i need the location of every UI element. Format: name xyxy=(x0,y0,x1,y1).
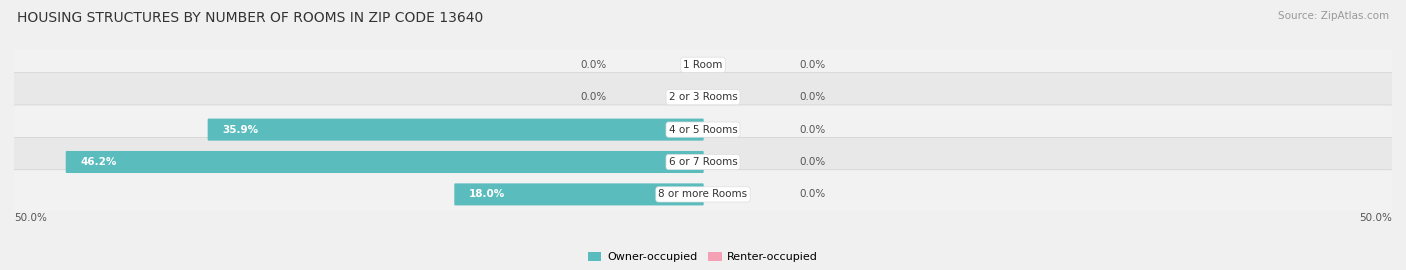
Text: HOUSING STRUCTURES BY NUMBER OF ROOMS IN ZIP CODE 13640: HOUSING STRUCTURES BY NUMBER OF ROOMS IN… xyxy=(17,11,484,25)
Text: 46.2%: 46.2% xyxy=(80,157,117,167)
FancyBboxPatch shape xyxy=(11,105,1395,154)
FancyBboxPatch shape xyxy=(11,73,1395,122)
Text: 0.0%: 0.0% xyxy=(800,92,825,102)
Text: 0.0%: 0.0% xyxy=(581,60,606,70)
Text: 50.0%: 50.0% xyxy=(1360,213,1392,223)
Text: 8 or more Rooms: 8 or more Rooms xyxy=(658,189,748,200)
FancyBboxPatch shape xyxy=(11,40,1395,89)
Text: 6 or 7 Rooms: 6 or 7 Rooms xyxy=(669,157,737,167)
Text: 0.0%: 0.0% xyxy=(800,157,825,167)
Text: 4 or 5 Rooms: 4 or 5 Rooms xyxy=(669,124,737,135)
Text: 2 or 3 Rooms: 2 or 3 Rooms xyxy=(669,92,737,102)
FancyBboxPatch shape xyxy=(66,151,703,173)
Text: 18.0%: 18.0% xyxy=(468,189,505,200)
Text: 1 Room: 1 Room xyxy=(683,60,723,70)
FancyBboxPatch shape xyxy=(454,183,703,205)
Text: 0.0%: 0.0% xyxy=(800,124,825,135)
FancyBboxPatch shape xyxy=(11,137,1395,187)
FancyBboxPatch shape xyxy=(11,170,1395,219)
Text: 50.0%: 50.0% xyxy=(14,213,46,223)
Text: Source: ZipAtlas.com: Source: ZipAtlas.com xyxy=(1278,11,1389,21)
Text: 35.9%: 35.9% xyxy=(222,124,259,135)
Text: 0.0%: 0.0% xyxy=(581,92,606,102)
Text: 0.0%: 0.0% xyxy=(800,60,825,70)
FancyBboxPatch shape xyxy=(208,119,703,141)
Text: 0.0%: 0.0% xyxy=(800,189,825,200)
Legend: Owner-occupied, Renter-occupied: Owner-occupied, Renter-occupied xyxy=(583,247,823,266)
